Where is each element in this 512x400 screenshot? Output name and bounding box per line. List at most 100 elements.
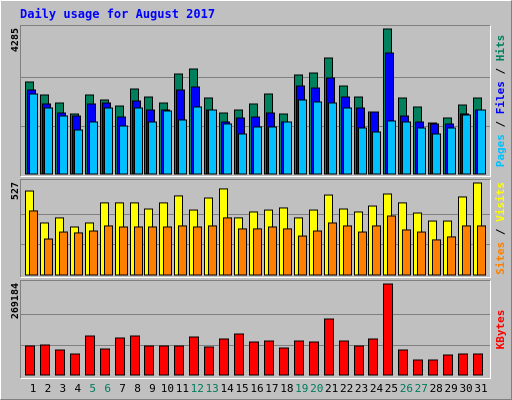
bar: [189, 336, 199, 376]
bar: [25, 345, 35, 376]
bar: [249, 341, 259, 376]
bar: [119, 226, 128, 276]
bar: [339, 340, 349, 376]
bar: [268, 126, 277, 175]
bar: [428, 359, 438, 376]
bar: [354, 345, 364, 376]
bar: [238, 133, 247, 175]
bar: [70, 353, 80, 376]
bar: [208, 109, 217, 175]
x-tick-label: 11: [176, 382, 189, 395]
bar: [264, 340, 274, 376]
bar: [477, 225, 486, 276]
panel-dark-edge: [20, 280, 491, 379]
bar: [193, 106, 202, 175]
bar: [279, 347, 289, 376]
bar: [462, 225, 471, 276]
x-tick-label: 27: [415, 382, 428, 395]
legend-entry: Visits: [494, 182, 507, 222]
bar: [383, 283, 393, 376]
bar: [89, 121, 98, 175]
bar: [163, 110, 172, 175]
x-tick-label: 9: [149, 382, 156, 395]
panel-light-edge: [20, 179, 491, 278]
legend-entry: Files: [494, 81, 507, 114]
bar: [74, 232, 83, 276]
bar: [368, 338, 378, 376]
bar: [253, 228, 262, 276]
x-tick-label: 14: [221, 382, 235, 395]
bar: [219, 338, 229, 376]
y-tick-label: 4285: [10, 28, 21, 52]
x-tick-label: 31: [474, 382, 487, 395]
bar: [432, 133, 441, 175]
panel-light-edge: [20, 25, 491, 177]
bar: [458, 353, 468, 376]
x-tick-label: 17: [265, 382, 278, 395]
x-tick-label: 8: [134, 382, 141, 395]
bar: [253, 126, 262, 175]
bar: [358, 127, 367, 175]
x-tick-label: 28: [430, 382, 443, 395]
bar: [148, 121, 157, 175]
bar: [298, 235, 307, 276]
legend: Pages / Files / Hits: [494, 35, 507, 168]
legend-separator: /: [494, 222, 507, 242]
bar: [402, 121, 411, 175]
bar: [148, 226, 157, 276]
bar: [298, 99, 307, 175]
bar: [40, 344, 50, 376]
bar: [104, 107, 113, 175]
legend-entry: KBytes: [494, 310, 507, 350]
bar: [324, 318, 334, 376]
bar: [55, 349, 65, 376]
panel-light-edge: [20, 280, 491, 379]
bar: [328, 102, 337, 175]
bar: [398, 349, 408, 376]
x-tick-label: 29: [445, 382, 458, 395]
bar: [115, 337, 125, 376]
bar: [44, 107, 53, 175]
x-tick-label: 5: [89, 382, 96, 395]
y-tick-label: 269184: [10, 283, 21, 319]
bar: [144, 345, 154, 376]
bar: [134, 107, 143, 175]
bar: [59, 115, 68, 175]
bar: [85, 335, 95, 376]
bar: [134, 226, 143, 276]
x-tick-label: 1: [30, 382, 37, 395]
x-tick-label: 15: [235, 382, 248, 395]
bar: [313, 101, 322, 175]
chart-title: Daily usage for August 2017: [20, 7, 215, 21]
legend: Sites / Visits: [494, 182, 507, 275]
x-tick-label: 16: [250, 382, 263, 395]
bar: [208, 225, 217, 276]
x-tick-label: 21: [325, 382, 338, 395]
bar: [343, 225, 352, 276]
bar: [74, 129, 83, 175]
bar: [358, 231, 367, 276]
bar: [204, 346, 214, 376]
bar: [89, 230, 98, 276]
panel-dark-edge: [20, 25, 491, 177]
bar: [387, 215, 396, 276]
bar: [238, 228, 247, 276]
bar: [447, 127, 456, 175]
bar: [313, 230, 322, 276]
bar: [159, 345, 169, 376]
bar: [174, 345, 184, 376]
bar: [283, 228, 292, 276]
bar: [402, 229, 411, 276]
bar: [473, 353, 483, 376]
bar: [29, 210, 38, 276]
x-tick-label: 24: [370, 382, 384, 395]
bar: [417, 231, 426, 276]
bar: [29, 93, 38, 175]
bar: [119, 125, 128, 175]
bar: [44, 238, 53, 276]
x-tick-label: 26: [400, 382, 413, 395]
bar: [372, 225, 381, 276]
bar: [343, 107, 352, 175]
